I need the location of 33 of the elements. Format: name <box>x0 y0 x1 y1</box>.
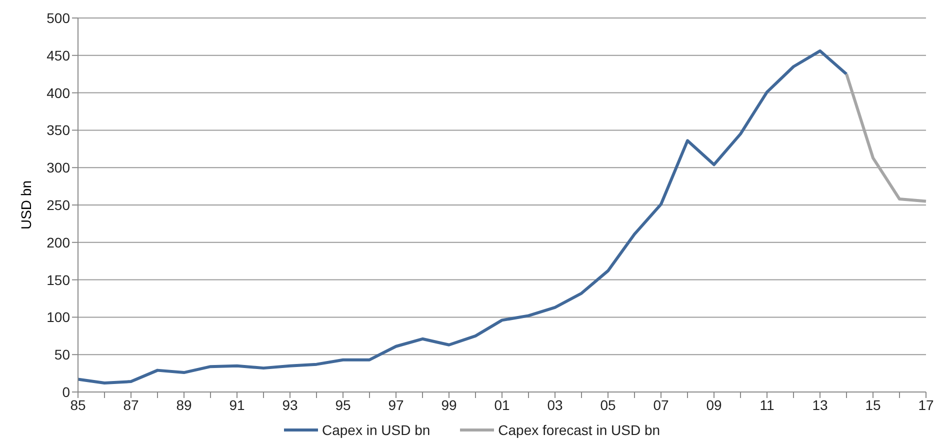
y-tick-label: 450 <box>46 47 70 64</box>
y-tick-label: 300 <box>46 160 70 176</box>
y-tick-label: 500 <box>46 10 70 26</box>
legend-label: Capex forecast in USD bn <box>497 422 660 438</box>
x-tick-label: 85 <box>70 396 86 413</box>
x-tick-label: 03 <box>547 396 563 413</box>
y-tick-label: 200 <box>46 234 70 250</box>
y-tick-label: 100 <box>46 309 70 326</box>
x-tick-label: 93 <box>282 396 298 413</box>
y-tick-label: 250 <box>46 196 70 213</box>
x-tick-label: 99 <box>441 396 457 413</box>
line-series <box>845 72 928 203</box>
y-tick-label: 50 <box>54 346 70 363</box>
x-tick-label: 89 <box>176 396 192 413</box>
x-tick-label: 95 <box>335 396 351 413</box>
x-tick-label: 91 <box>229 396 245 413</box>
x-tick-label: 01 <box>494 396 510 413</box>
x-tick-label: 13 <box>812 396 828 413</box>
x-tick-label: 15 <box>865 396 881 413</box>
x-tick-label: 97 <box>388 396 404 413</box>
x-tick-label: 05 <box>600 396 616 413</box>
y-tick-label: 0 <box>62 384 70 400</box>
y-tick-label: 400 <box>46 84 70 101</box>
x-tick-label: 17 <box>918 396 934 413</box>
line-series <box>76 49 848 385</box>
y-axis-title: USD bn <box>18 180 34 230</box>
legend-label: Capex in USD bn <box>320 422 430 438</box>
x-tick-label: 87 <box>123 396 139 413</box>
x-tick-label: 07 <box>653 396 669 413</box>
x-tick-label: 09 <box>706 396 722 413</box>
y-tick-label: 350 <box>46 122 70 138</box>
y-tick-label: 150 <box>46 272 70 288</box>
x-tick-label: 11 <box>760 396 774 413</box>
